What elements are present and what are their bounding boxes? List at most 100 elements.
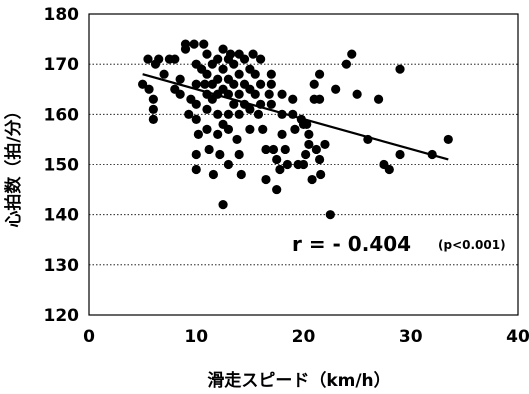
data-point (352, 89, 362, 99)
data-point (314, 69, 325, 79)
data-point (223, 159, 234, 170)
data-point (304, 139, 314, 150)
data-point (314, 94, 325, 104)
data-point (316, 169, 326, 180)
data-point (148, 114, 158, 124)
data-point (248, 49, 258, 59)
y-tick-label: 130 (44, 256, 80, 276)
data-point (202, 104, 212, 114)
data-point (443, 134, 453, 145)
data-point (311, 144, 321, 155)
y-tick-label: 160 (44, 105, 80, 125)
data-point (288, 94, 298, 104)
data-point (148, 94, 158, 104)
data-point (223, 124, 234, 134)
data-point (234, 149, 244, 160)
data-point (277, 129, 287, 139)
data-point (191, 164, 201, 175)
data-point (236, 169, 246, 180)
data-point (234, 89, 244, 99)
data-point (204, 144, 214, 155)
data-point (301, 149, 311, 160)
data-point (189, 39, 199, 49)
y-tick-label: 170 (44, 55, 80, 75)
data-point (272, 184, 282, 195)
data-point (223, 109, 234, 119)
data-point (395, 64, 405, 74)
data-point (282, 159, 293, 170)
data-point (239, 54, 250, 64)
data-point (215, 149, 225, 160)
data-point (229, 79, 239, 89)
data-point (234, 109, 244, 119)
data-point (314, 154, 325, 165)
data-point (253, 109, 264, 119)
data-point (320, 139, 330, 150)
data-point (272, 154, 282, 165)
data-point (277, 89, 287, 99)
data-point (298, 159, 309, 170)
y-tick-label: 150 (44, 156, 80, 176)
data-point (138, 79, 148, 89)
data-point (250, 69, 260, 79)
data-point (325, 210, 335, 220)
data-point (384, 164, 394, 175)
data-point (373, 94, 384, 104)
data-point (302, 119, 312, 129)
data-point (245, 104, 255, 114)
data-point (232, 134, 242, 145)
data-point (193, 129, 203, 139)
data-point (143, 54, 153, 64)
data-point (256, 79, 266, 89)
data-point (218, 64, 228, 74)
data-point (309, 79, 319, 89)
x-tick-label: 40 (506, 327, 529, 347)
x-tick-label: 20 (292, 327, 316, 347)
data-point (175, 74, 185, 84)
data-point (304, 129, 314, 139)
data-point (266, 69, 276, 79)
data-point (191, 149, 201, 160)
data-point (200, 79, 210, 89)
data-point (199, 39, 209, 49)
p-value-label: (p<0.001) (438, 238, 506, 252)
data-point (395, 149, 405, 160)
data-point (245, 124, 255, 134)
data-point (229, 59, 239, 69)
trendline (142, 73, 449, 161)
data-point (202, 49, 212, 59)
data-point (202, 124, 212, 134)
data-point (229, 99, 239, 109)
data-point (213, 129, 223, 139)
data-point (307, 174, 317, 185)
data-point (191, 79, 201, 89)
data-point (250, 89, 260, 99)
x-tick-label: 30 (399, 327, 423, 347)
y-tick-label: 180 (44, 5, 80, 25)
data-point (202, 69, 212, 79)
data-point (331, 84, 341, 94)
data-point (213, 74, 223, 84)
data-point (180, 44, 191, 54)
x-tick-label: 10 (184, 327, 208, 347)
data-point (258, 124, 268, 134)
data-point (184, 109, 194, 119)
data-point (218, 44, 228, 54)
data-points (138, 39, 453, 220)
data-point (266, 99, 276, 109)
data-point (175, 89, 185, 99)
data-point (280, 144, 290, 155)
correlation-label: r = - 0.404 (292, 232, 411, 256)
y-tick-label: 120 (44, 306, 80, 326)
data-point (218, 200, 228, 210)
x-axis-title: 滑走スピード（km/h） (207, 370, 390, 390)
x-tick-labels: 0 10 20 30 40 (83, 327, 529, 347)
data-point (191, 114, 201, 124)
data-point (234, 69, 244, 79)
data-point (341, 59, 351, 69)
data-point (208, 169, 219, 180)
y-axis-title: 心拍数（拍/分） (3, 102, 24, 227)
data-point (148, 104, 158, 114)
